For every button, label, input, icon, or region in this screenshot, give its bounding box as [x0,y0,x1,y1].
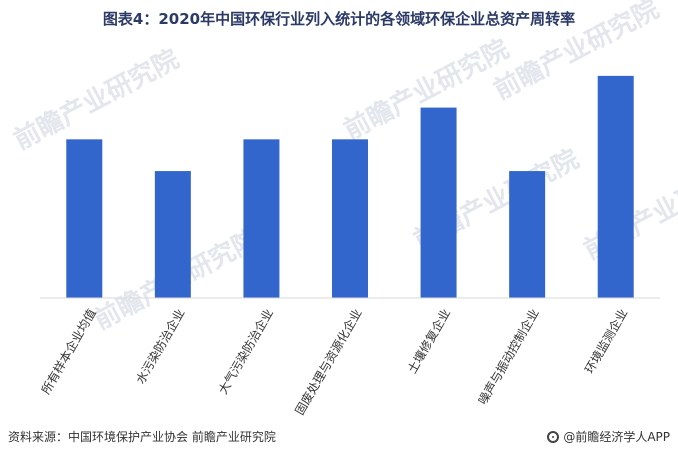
category-label-2: 大气污染防治企业 [215,306,276,397]
bars-group [66,75,634,298]
category-label-1: 水污染防治企业 [132,306,187,386]
bar-0 [66,139,103,298]
category-label-3: 固废处理与资源化企业 [292,306,365,417]
category-label-6: 环境监测企业 [581,306,630,376]
bar-chart: 前瞻产业研究院前瞻产业研究院前瞻产业研究院前瞻产业研究院前瞻产业研究院前瞻产业研… [9,0,678,417]
category-label-5: 噪声与振动控制企业 [475,306,542,407]
footer: 资料来源：中国环境保护产业协会 前瞻产业研究院 @前瞻经济学人APP [0,428,678,450]
bar-6 [597,75,634,298]
bar-4 [420,107,457,298]
bar-3 [332,139,368,298]
category-label-4: 土壤修复企业 [404,306,453,376]
chart-title: 图表4：2020年中国环保行业列入统计的各领域环保企业总资产周转率 [102,10,576,28]
source-note: 资料来源：中国环境保护产业协会 前瞻产业研究院 [8,430,276,444]
category-label-0: 所有样本企业均值 [38,306,99,397]
bar-5 [509,171,546,298]
watermark-text: 前瞻产业研究院 [9,43,184,156]
brand-credit: @前瞻经济学人APP [547,428,670,445]
bar-1 [154,171,191,298]
watermark-text: 前瞻产业研究院 [489,0,664,106]
bar-2 [243,139,280,298]
brand-logo-icon [547,430,560,443]
brand-text: @前瞻经济学人APP [563,430,670,444]
